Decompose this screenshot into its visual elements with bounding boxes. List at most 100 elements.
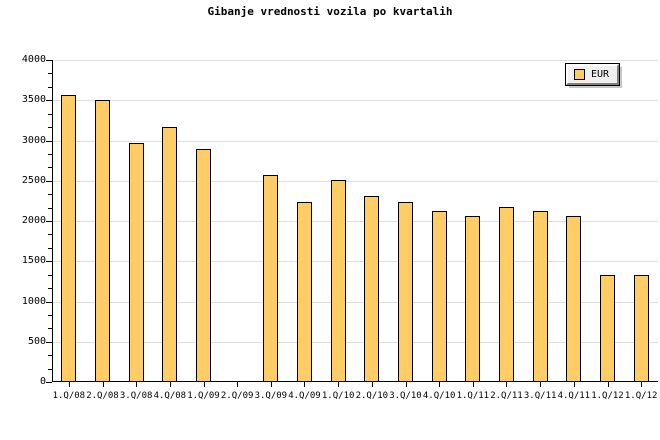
bar [129,143,144,382]
plot-area [46,60,658,387]
x-axis-label: 3.Q/09 [254,391,288,401]
chart-title: Gibanje vrednosti vozila po kvartalih [207,5,453,18]
x-tick [540,382,541,387]
y-tick-minor [48,73,52,74]
x-axis-label: 3.Q/08 [119,391,153,401]
x-tick [271,382,272,387]
y-tick [46,382,52,383]
legend[interactable]: EUR [564,63,621,86]
x-tick [170,382,171,387]
bar [61,95,76,382]
x-tick [103,382,104,387]
x-tick [608,382,609,387]
x-tick [506,382,507,387]
x-tick [406,382,407,387]
bar [432,211,447,382]
x-axis-label: 1.Q/12 [624,391,658,401]
x-tick [372,382,373,387]
y-tick [46,60,52,61]
gridline [52,221,658,222]
bar [263,175,278,382]
x-axis-label: 2.Q/09 [220,391,254,401]
y-tick [46,100,52,101]
y-axis-label: 1000 [21,295,46,307]
bar [297,202,312,382]
y-tick-minor [48,315,52,316]
x-axis-line [52,381,658,382]
legend-label-eur: EUR [591,68,610,80]
y-axis-label: 500 [27,335,46,347]
x-tick [439,382,440,387]
bar [364,196,379,382]
y-tick-minor [48,167,52,168]
gridline [52,302,658,303]
x-axis-label: 2.Q/10 [355,391,389,401]
x-tick [574,382,575,387]
y-tick-minor [48,127,52,128]
gridline [52,181,658,182]
y-tick-minor [48,288,52,289]
bar [566,216,581,382]
y-tick [46,221,52,222]
x-axis-label: 1.Q/10 [321,391,355,401]
x-tick [473,382,474,387]
bar [634,275,649,382]
gridline [52,100,658,101]
y-tick [46,342,52,343]
y-tick-minor [48,248,52,249]
y-tick-minor [48,355,52,356]
y-tick-minor [48,234,52,235]
y-tick-minor [48,194,52,195]
x-axis-label: 1.Q/12 [591,391,624,401]
x-axis-label: 3.Q/10 [389,391,422,401]
y-tick-minor [48,114,52,115]
y-axis-label: 0 [39,376,46,387]
y-tick-minor [48,208,52,209]
x-axis-label: 4.Q/09 [288,391,321,401]
bar [600,275,615,382]
y-tick [46,141,52,142]
bar [196,149,211,382]
y-tick-minor [48,275,52,276]
x-tick [204,382,205,387]
y-tick-minor [48,328,52,329]
bar [162,127,177,382]
y-axis-line [52,60,53,382]
y-axis-label: 2000 [21,215,46,226]
x-axis-label: 4.Q/10 [422,391,456,401]
y-tick [46,261,52,262]
x-axis-label: 1.Q/08 [52,391,86,401]
gridline [52,60,658,61]
x-axis-label: 3.Q/11 [523,391,557,401]
y-tick-minor [48,369,52,370]
x-tick [136,382,137,387]
gridline [52,342,658,343]
bar [331,180,346,382]
bar [499,207,514,382]
y-axis-label: 3500 [21,94,46,106]
y-axis-label: 2500 [21,174,46,186]
x-tick [338,382,339,387]
y-axis-label: 4000 [21,54,46,65]
y-axis-label: 3000 [21,134,46,146]
y-tick-minor [48,154,52,155]
bar [398,202,413,382]
x-axis-label: 1.Q/09 [187,391,220,401]
y-tick-minor [48,87,52,88]
x-tick [304,382,305,387]
legend-swatch-eur [574,69,585,80]
x-tick [69,382,70,387]
bar [95,100,110,382]
y-tick [46,181,52,182]
bar [533,211,548,382]
x-axis-label: 4.Q/08 [153,391,187,401]
x-axis-label: 2.Q/08 [86,391,119,401]
y-axis-label: 1500 [21,255,46,267]
x-tick [641,382,642,387]
x-axis-label: 2.Q/11 [490,391,523,401]
x-tick [237,382,238,387]
x-axis-label: 1.Q/11 [456,391,490,401]
bar [465,216,480,382]
gridline [52,141,658,142]
